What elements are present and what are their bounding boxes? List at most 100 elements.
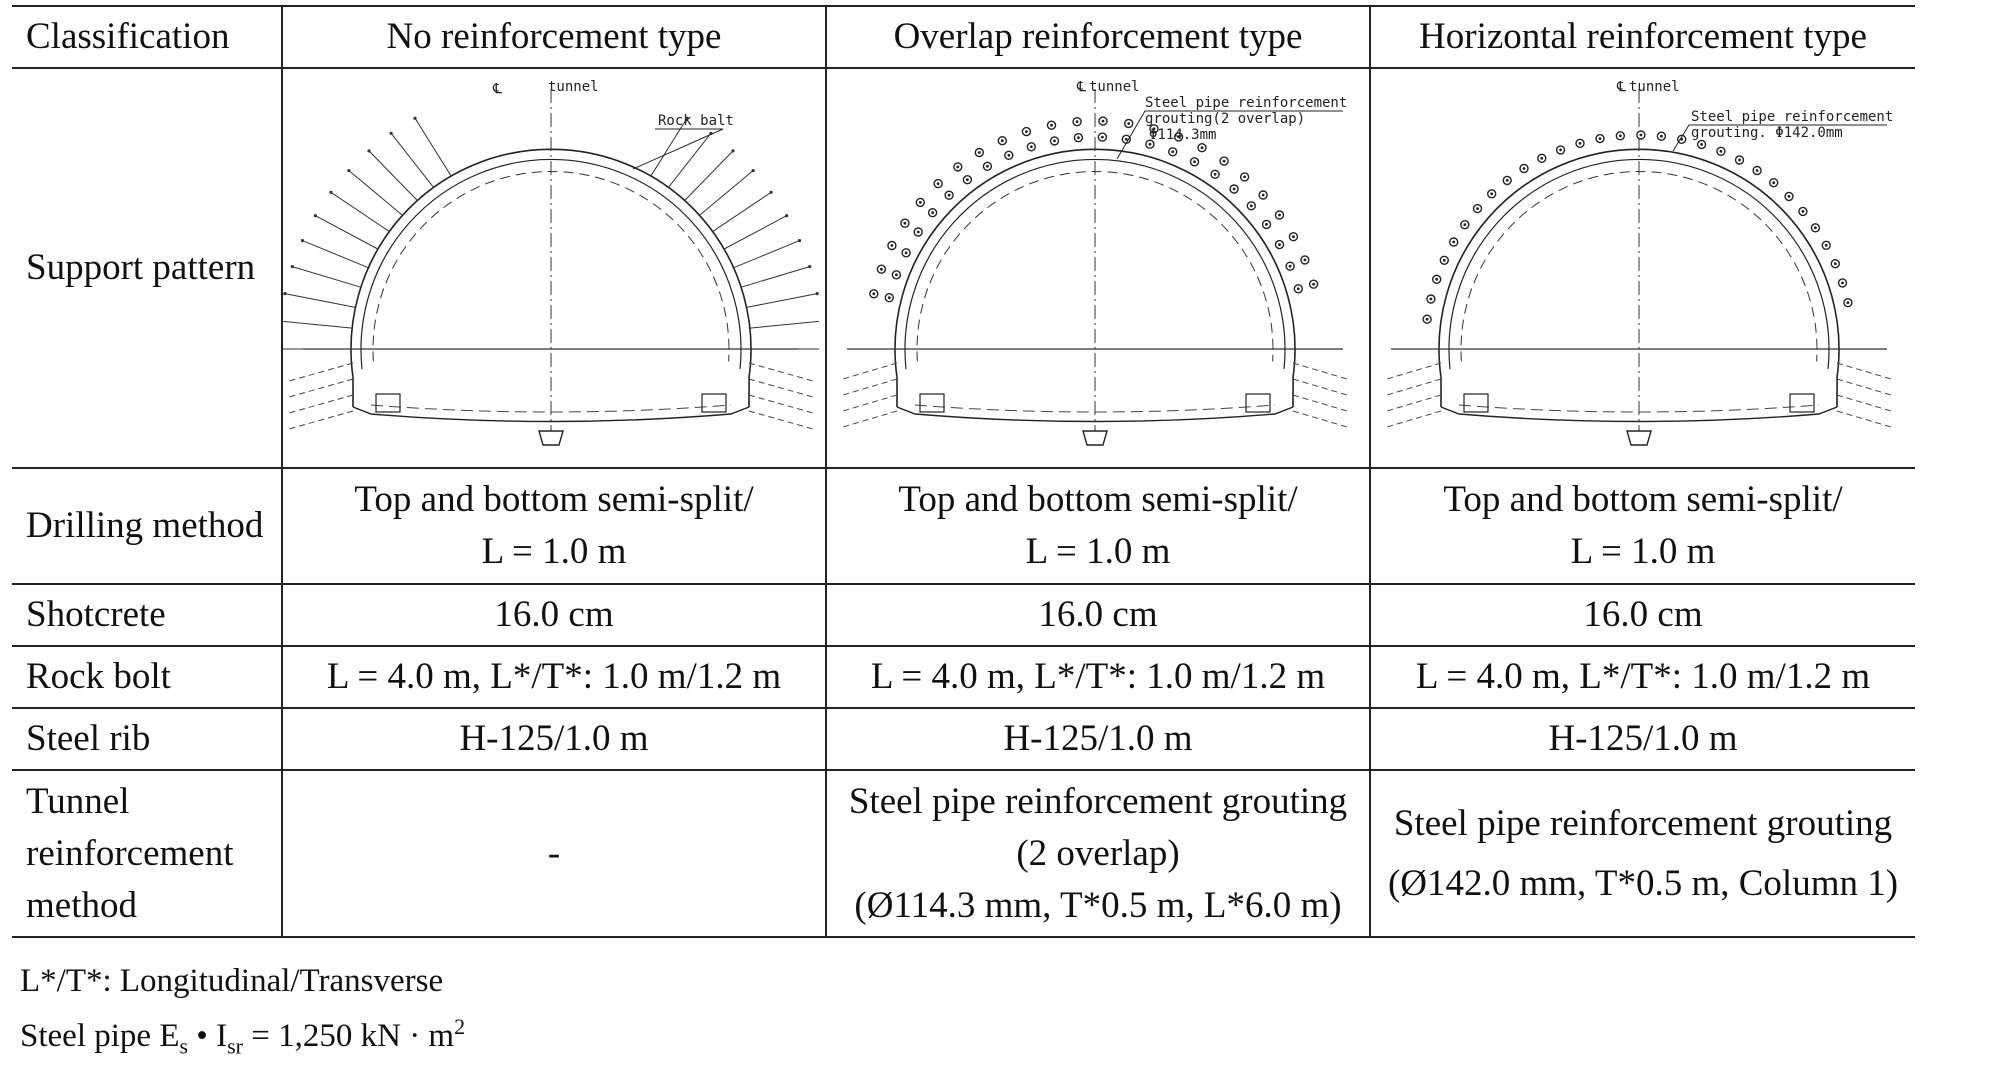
- steel-pipe-core: [1278, 213, 1281, 217]
- steel-pipe-core: [1841, 281, 1844, 285]
- steel-rib-label: Steel rib: [12, 707, 283, 771]
- tunnel-reinforcement-horizontal: Steel pipe reinforcement grouting (Ø142.0…: [1369, 769, 1915, 938]
- drawing-no-reinforcement-cell: tunnel ℄ Rock balt: [281, 67, 827, 469]
- rock-bolt-leader: [632, 128, 724, 170]
- rock-bolt-horizontal: L = 4.0 m, L*/T*: 1.0 m/1.2 m: [1369, 645, 1915, 709]
- lower-bolt-left: [1386, 410, 1442, 428]
- side-drain-right: [701, 393, 727, 413]
- lower-bolt-left: [288, 378, 354, 398]
- note-steel-pipe-stiffness: Steel pipe Es • Isr = 1,250 kN · m2: [20, 1014, 466, 1059]
- steel-pipe-core: [956, 165, 960, 169]
- rock-bolt-head: [808, 265, 812, 269]
- lower-bolt-right: [1292, 378, 1348, 396]
- side-drain-right: [1245, 393, 1271, 413]
- rock-bolt-head: [367, 149, 371, 153]
- rock-bolt-overlap: L = 4.0 m, L*/T*: 1.0 m/1.2 m: [825, 645, 1371, 709]
- steel-rib-horizontal: H-125/1.0 m: [1369, 707, 1915, 771]
- drilling-method-label: Drilling method: [12, 467, 283, 585]
- steel-pipe-core: [1452, 240, 1456, 244]
- steel-pipe-core: [1833, 262, 1837, 266]
- steel-pipe-core: [1261, 193, 1265, 197]
- steel-pipe-core: [1801, 210, 1805, 213]
- steel-pipe-core: [1312, 282, 1315, 286]
- steel-pipe-core: [1824, 243, 1828, 247]
- centerline-label: tunnel: [1629, 79, 1680, 95]
- rock-bolt-head: [731, 149, 735, 153]
- rock-bolt: [746, 293, 818, 308]
- steel-pipe-core: [1000, 139, 1004, 143]
- centerline-symbol: ℄: [492, 81, 502, 97]
- table-notes: L*/T*: Longitudinal/Transverse Steel pip…: [20, 958, 465, 1070]
- rock-bolt: [348, 170, 403, 216]
- lower-bolt-left: [288, 394, 354, 414]
- steel-pipe-core: [1660, 134, 1663, 138]
- steel-pipe-core: [1618, 134, 1622, 138]
- steel-pipe-core: [1755, 169, 1759, 172]
- header-row: Classification No reinforcement type Ove…: [12, 5, 1915, 69]
- steel-pipe-core: [1787, 195, 1791, 198]
- steel-pipe-core: [890, 244, 894, 247]
- steel-pipe-core: [1540, 156, 1544, 160]
- header-no-reinforcement: No reinforcement type: [281, 5, 827, 69]
- invert: [1440, 406, 1838, 423]
- lower-bolt-right: [1836, 362, 1892, 380]
- lower-bolt-right: [1292, 410, 1348, 428]
- horizontal-callout-line1: Steel pipe reinforcement: [1691, 109, 1893, 125]
- steel-pipe-core: [1075, 120, 1079, 124]
- rock-bolt-head: [751, 169, 755, 173]
- steel-pipe-core: [966, 178, 969, 182]
- steel-pipe-core: [1177, 135, 1180, 139]
- center-drain: [538, 430, 564, 446]
- steel-pipe-core: [1029, 145, 1033, 149]
- shotcrete-horizontal: 16.0 cm: [1369, 583, 1915, 647]
- overlap-callout-line2: grouting(2 overlap): [1145, 111, 1305, 127]
- steel-pipe-core: [1200, 146, 1204, 150]
- steel-pipe-core: [1265, 223, 1268, 226]
- side-drain-left: [919, 393, 945, 413]
- lower-bolt-right: [1836, 410, 1892, 428]
- rock-bolt-none: L = 4.0 m, L*/T*: 1.0 m/1.2 m: [281, 645, 827, 709]
- drilling-method-none: Top and bottom semi-split/L = 1.0 m: [281, 467, 827, 585]
- steel-pipe-core: [903, 221, 907, 225]
- steel-pipe-core: [1463, 223, 1467, 227]
- tunnel-drawing-overlap: ℄ tunnel Steel pipe reinforcement grouti…: [842, 79, 1348, 446]
- drilling-method-row: Drilling method Top and bottom semi-spli…: [12, 467, 1915, 585]
- rock-bolt-head: [797, 239, 802, 243]
- drawing-horizontal-cell: ℄ tunnel Steel pipe reinforcement grouti…: [1369, 67, 1915, 469]
- rock-bolt: [284, 293, 356, 308]
- steel-pipe-core: [931, 211, 934, 215]
- steel-rib-overlap: H-125/1.0 m: [825, 707, 1371, 771]
- rock-bolt-head: [785, 214, 789, 218]
- rock-bolt-head: [769, 190, 773, 194]
- rock-bolt-head: [815, 292, 819, 296]
- rock-bolt-head: [347, 169, 351, 173]
- rock-bolt: [368, 150, 418, 201]
- rock-bolt-head: [290, 265, 294, 269]
- lower-bolt-right: [1292, 394, 1348, 412]
- steel-pipe-core: [1442, 258, 1446, 262]
- support-pattern-row: Support pattern tunnel ℄ Rock balt ℄ tun…: [12, 67, 1915, 469]
- steel-pipe-core: [936, 182, 940, 185]
- rock-bolt: [650, 117, 688, 177]
- steel-pipe-core: [1222, 159, 1226, 163]
- steel-pipe-core: [1243, 175, 1246, 179]
- steel-rib-none: H-125/1.0 m: [281, 707, 827, 771]
- shotcrete-label: Shotcrete: [12, 583, 283, 647]
- steel-pipe-core: [1278, 243, 1281, 247]
- rock-bolt: [283, 320, 353, 329]
- overlap-callout-line3: Φ114.3mm: [1149, 127, 1216, 143]
- centerline-label: tunnel: [1089, 79, 1140, 95]
- steel-pipe-core: [1559, 148, 1562, 152]
- steel-pipe-core: [1505, 179, 1509, 182]
- tunnel-reinforcement-none: -: [281, 769, 827, 938]
- rock-bolt-head: [389, 131, 393, 135]
- shotcrete-row: Shotcrete 16.0 cm 16.0 cm 16.0 cm: [12, 583, 1915, 647]
- tunnel-reinforcement-label: Tunnel reinforcement method: [12, 769, 283, 938]
- lower-bolt-left: [288, 362, 354, 382]
- side-drain-left: [375, 393, 401, 413]
- header-classification: Classification: [12, 5, 283, 69]
- lower-bolt-left: [842, 362, 898, 380]
- steel-pipe-core: [1598, 137, 1602, 140]
- lower-bolt-right: [1836, 378, 1892, 396]
- rock-bolt: [414, 117, 452, 177]
